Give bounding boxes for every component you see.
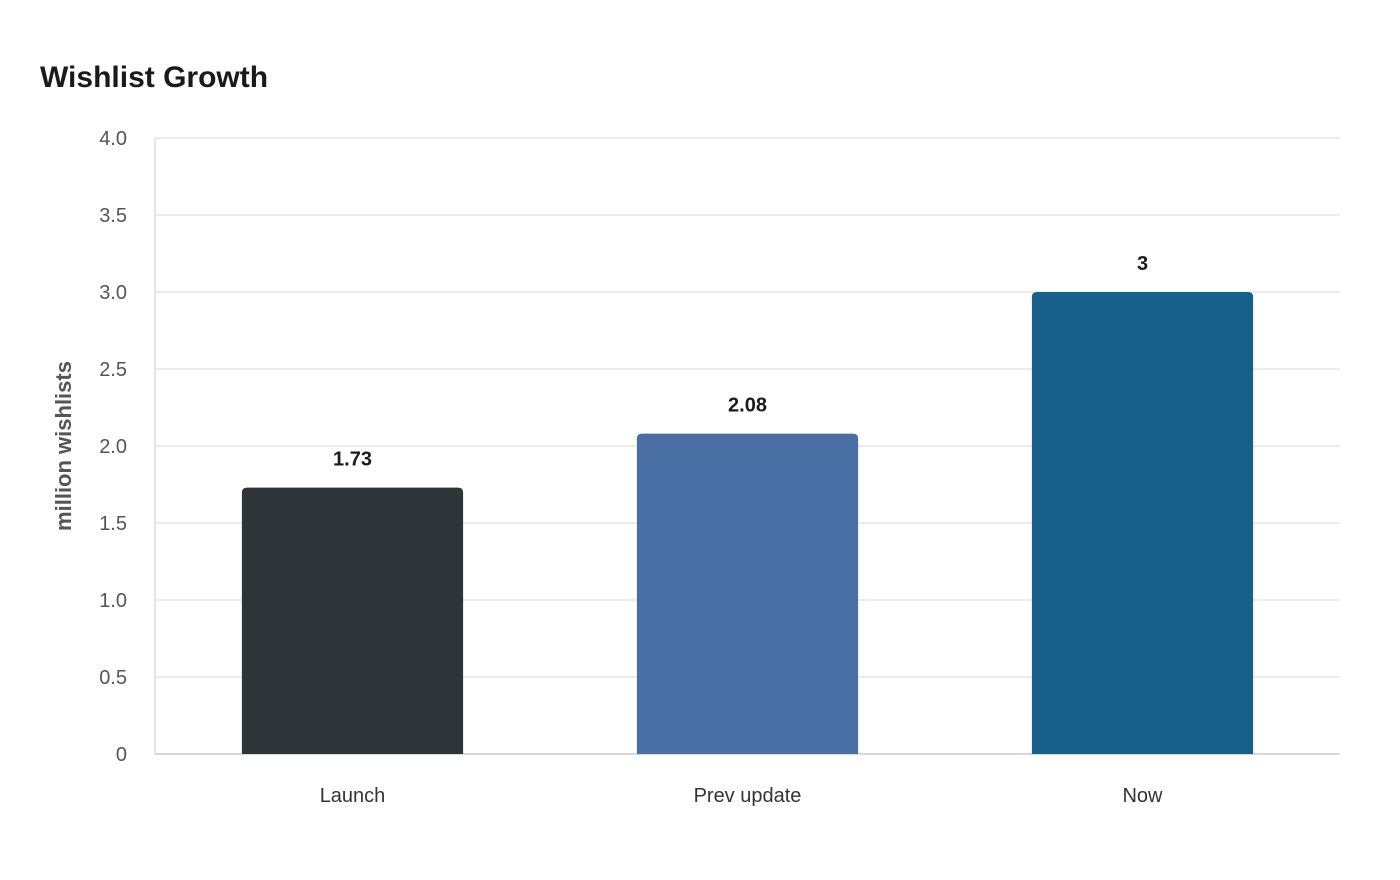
y-tick-label: 3.0: [99, 282, 127, 304]
y-tick-label: 0.5: [99, 667, 127, 689]
bar-now: [1031, 292, 1254, 754]
x-tick-label: Now: [1122, 785, 1163, 807]
chart-title: Wishlist Growth: [40, 61, 269, 94]
y-tick-label: 0: [116, 744, 127, 766]
bar-launch: [241, 487, 464, 754]
data-label: 2.08: [728, 395, 767, 417]
bar-prev-update: [636, 433, 859, 754]
y-tick-label: 1.0: [99, 590, 127, 612]
y-axis-title: million wishlists: [51, 361, 76, 531]
y-tick-label: 4.0: [99, 128, 127, 150]
y-tick-label: 3.5: [99, 205, 127, 227]
y-tick-label: 2.5: [99, 359, 127, 381]
x-tick-label: Prev update: [694, 785, 802, 807]
x-tick-label: Launch: [320, 785, 386, 807]
y-tick-label: 2.0: [99, 436, 127, 458]
bars: [241, 292, 1254, 754]
data-label: 1.73: [333, 449, 372, 471]
y-tick-label: 1.5: [99, 513, 127, 535]
labels: 0 0.5 1.0 1.5 2.0 2.5 3.0 3.5 4.0 1.73 Launch 2.08 P…: [99, 128, 1163, 807]
data-label: 3: [1137, 253, 1148, 275]
